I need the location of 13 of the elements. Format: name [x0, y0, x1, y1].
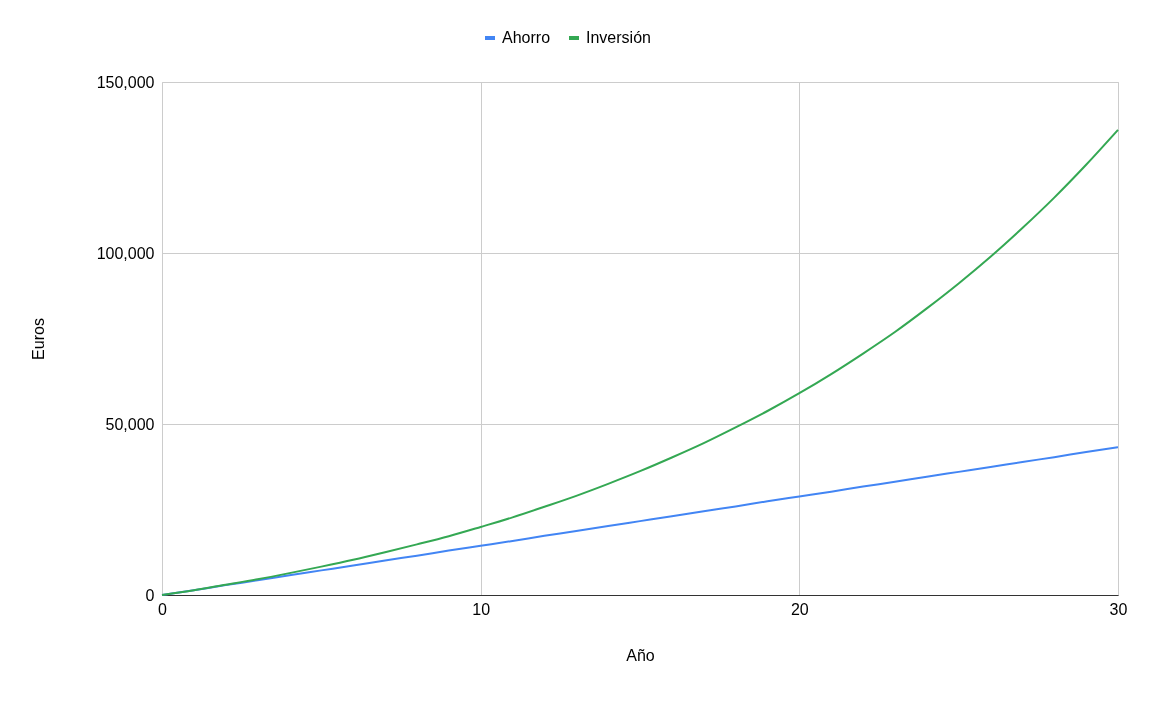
y-tick-label: 100,000	[96, 244, 155, 262]
x-tick-label: 0	[158, 600, 168, 618]
y-tick-label: 150,000	[96, 73, 155, 91]
y-tick-label: 0	[145, 586, 155, 604]
x-axis-title: Año	[626, 646, 655, 664]
legend-label: Ahorro	[502, 29, 551, 46]
y-tick-label: 50,000	[105, 415, 155, 433]
x-tick-label: 20	[790, 600, 809, 618]
legend-label: Inversión	[586, 29, 651, 46]
x-tick-label: 30	[1109, 600, 1128, 618]
x-tick-label: 10	[472, 600, 491, 618]
y-axis-title: Euros	[29, 318, 47, 360]
line-series	[161, 128, 1119, 596]
